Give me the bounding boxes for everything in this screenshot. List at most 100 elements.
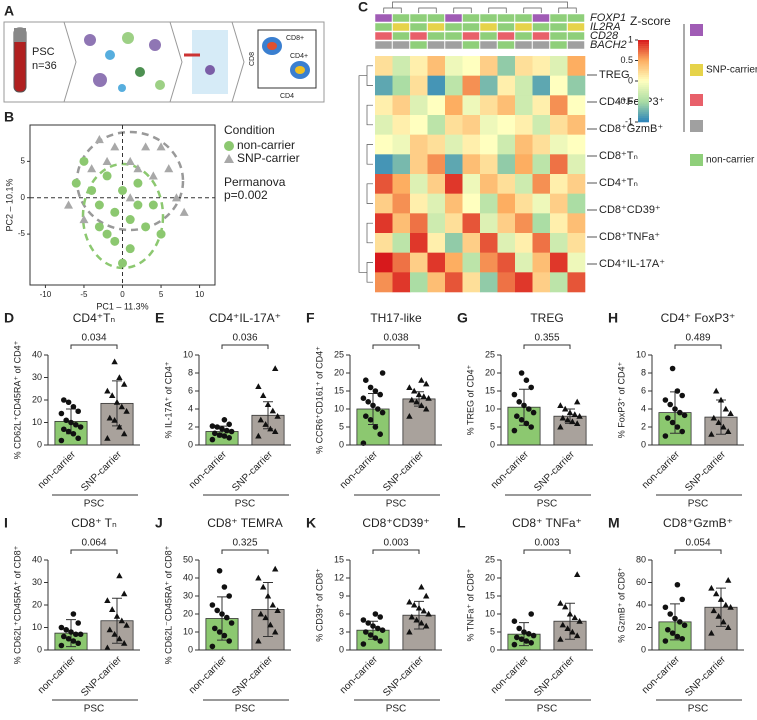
annotation-cell	[532, 13, 550, 23]
x-axis-label: PC1 – 11.3%	[96, 301, 148, 311]
y-tick-label: 4	[188, 403, 193, 413]
heatmap-cell	[480, 95, 498, 116]
data-point	[65, 635, 72, 642]
heatmap-cell	[515, 75, 533, 96]
colorbar-step	[638, 93, 649, 96]
heatmap-cell	[497, 193, 516, 214]
data-point	[63, 417, 69, 424]
colorbar-step	[638, 48, 649, 51]
data-point	[710, 414, 717, 421]
heatmap-cell	[550, 56, 568, 76]
data-point	[377, 391, 384, 398]
y-tick-label: 15	[334, 554, 344, 564]
colorbar-tick-label: -0.5	[617, 96, 633, 106]
group-label: PSC	[386, 499, 407, 510]
data-point	[526, 631, 532, 637]
row-label: TREG	[599, 69, 630, 81]
y-tick-label: 6	[339, 608, 344, 618]
heatmap-cell	[497, 252, 516, 273]
x-tick-label: SNP-carrier	[683, 654, 728, 699]
y-axis-label: % CD62L⁺CD45RA⁺ of CD4⁺	[12, 340, 22, 459]
chart-title: CD8⁺ Tₙ	[71, 516, 117, 530]
data-point	[360, 395, 367, 402]
heatmap-cell	[462, 174, 481, 194]
y-axis-label: % CCR6⁺CD161⁺ of CD4⁺	[314, 346, 324, 454]
y-tick-label: 25	[485, 554, 495, 564]
annotation-cell	[427, 31, 445, 41]
data-point	[221, 632, 228, 639]
data-point	[667, 401, 673, 408]
heatmap-cell	[515, 193, 533, 214]
data-point	[662, 638, 669, 644]
data-point	[365, 399, 372, 405]
heatmap-cell	[515, 115, 533, 135]
panel-letter: M	[608, 515, 620, 531]
data-point	[379, 627, 386, 633]
data-point	[116, 635, 123, 642]
panel-letter: H	[608, 310, 618, 326]
heatmap-cell	[392, 174, 411, 194]
data-point	[574, 398, 581, 405]
heatmap-cell	[427, 154, 446, 175]
colorbar-step	[638, 117, 649, 121]
data-point	[557, 423, 564, 430]
data-point	[75, 640, 81, 647]
colorbar-step	[638, 109, 649, 113]
annotation: p=0.002	[224, 188, 268, 202]
heatmap-cell	[480, 193, 498, 214]
heatmap-cell	[445, 95, 463, 116]
group-label: PSC	[688, 499, 709, 510]
heatmap-cell	[532, 174, 551, 194]
data-point	[415, 604, 423, 611]
data-point	[669, 419, 676, 426]
data-point	[406, 384, 413, 390]
heatmap-cell	[375, 134, 393, 155]
point	[87, 164, 97, 173]
dendrogram	[488, 7, 507, 13]
heatmap-cell	[427, 193, 446, 214]
data-point	[725, 624, 732, 631]
data-point	[379, 370, 386, 376]
data-point	[216, 432, 223, 438]
heatmap-cell	[567, 95, 586, 116]
colorbar-step	[638, 58, 649, 61]
data-point	[360, 641, 367, 647]
colorbar-step	[638, 89, 649, 92]
annotation-cell	[479, 40, 498, 50]
annotation-cell	[567, 22, 585, 32]
dendrogram	[418, 7, 437, 13]
heatmap-cell	[515, 233, 533, 253]
track-label: CD28	[590, 30, 619, 42]
y-tick-label: 80	[636, 554, 646, 564]
data-point	[257, 416, 264, 423]
data-point	[713, 387, 720, 394]
data-point	[662, 433, 669, 439]
colorbar-step	[638, 113, 649, 117]
legend-title: Condition	[224, 123, 275, 137]
data-point	[363, 413, 369, 420]
y-tick-label: 0	[188, 439, 193, 449]
legend-swatch	[690, 94, 703, 106]
y-tick-label: 60	[636, 577, 646, 587]
row-label: CD8⁺Tₙ	[599, 150, 638, 162]
gate-label: CD4+	[290, 53, 308, 60]
data-point	[557, 600, 564, 606]
y-tick-label: 8	[641, 367, 646, 377]
annotation-cell	[374, 22, 393, 32]
y-tick-label: 2	[641, 421, 646, 431]
heatmap-cell	[550, 95, 568, 116]
group-label: PSC	[235, 704, 256, 715]
data-point	[365, 620, 372, 626]
group-label: PSC	[537, 499, 558, 510]
data-point	[415, 391, 423, 398]
data-point	[715, 419, 722, 426]
data-point	[123, 408, 130, 414]
data-point	[569, 418, 576, 425]
heatmap-cell	[445, 115, 463, 135]
annotation-cell	[567, 40, 585, 50]
point	[156, 142, 166, 151]
y-tick-label: 5	[339, 421, 344, 431]
chart-title: CD8⁺CD39⁺	[362, 516, 429, 530]
colorbar-step	[638, 83, 649, 86]
data-point	[104, 644, 111, 651]
